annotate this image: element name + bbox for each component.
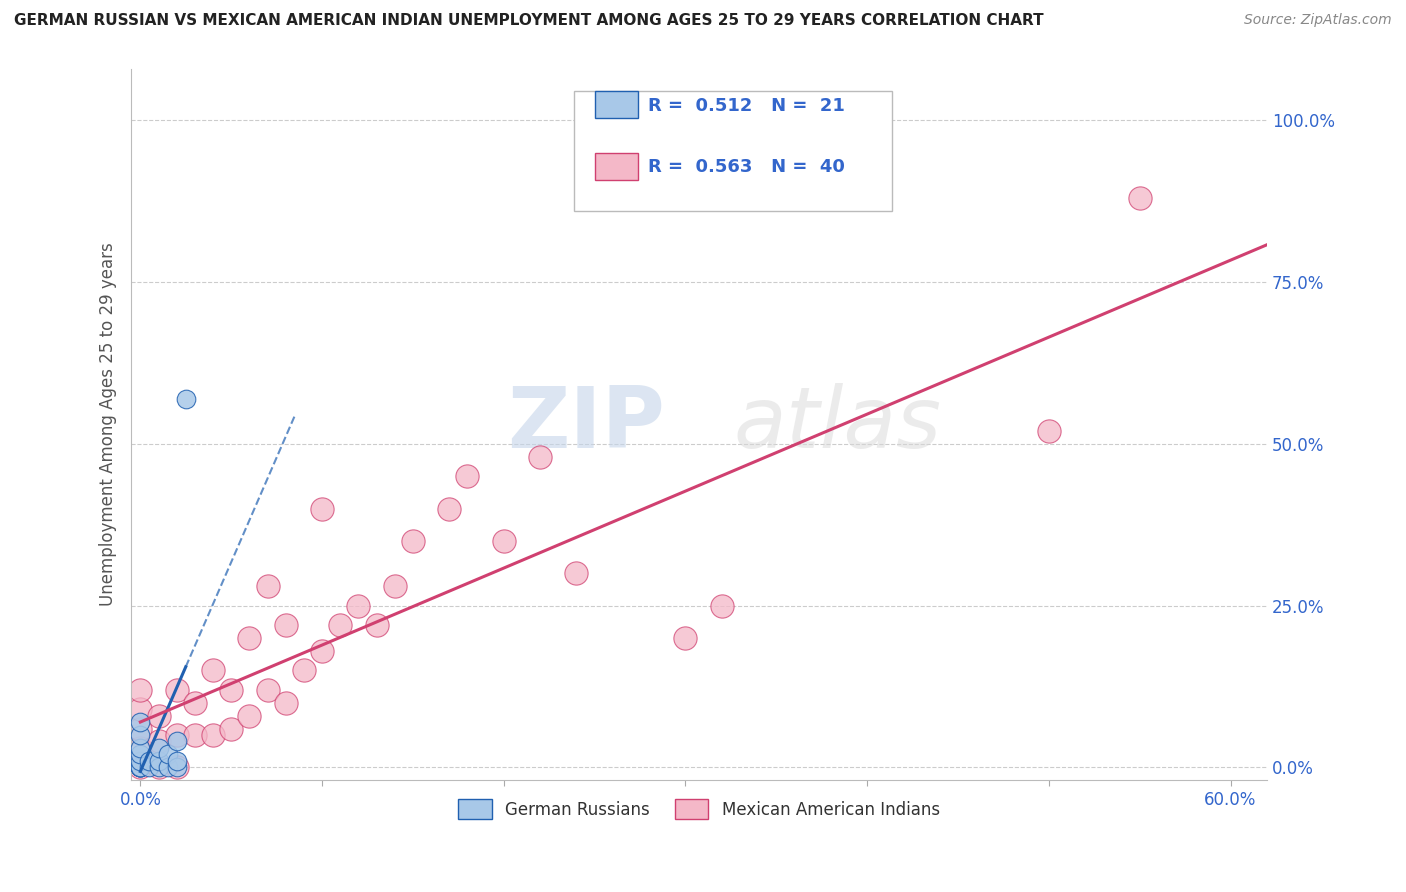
Point (274, 696, 297, 710)
Point (129, 754, 152, 768)
Point (402, 533, 425, 548)
Point (347, 599, 370, 613)
Point (129, 760, 152, 774)
Point (129, 760, 152, 774)
Point (148, 754, 170, 768)
Point (166, 754, 188, 768)
Point (292, 663, 315, 677)
Point (311, 644, 333, 658)
Point (710, 599, 733, 613)
Point (129, 682, 152, 697)
Point (166, 760, 188, 774)
Y-axis label: Unemployment Among Ages 25 to 29 years: Unemployment Among Ages 25 to 29 years (100, 243, 117, 607)
Point (166, 682, 188, 697)
Point (529, 450, 551, 464)
Text: R =  0.512   N =  21: R = 0.512 N = 21 (648, 96, 845, 114)
Point (256, 682, 278, 697)
Point (439, 501, 461, 516)
Point (129, 747, 152, 762)
Point (1129, 191, 1152, 205)
Point (384, 579, 406, 593)
Point (456, 469, 478, 483)
Point (129, 741, 152, 756)
Text: GERMAN RUSSIAN VS MEXICAN AMERICAN INDIAN UNEMPLOYMENT AMONG AGES 25 TO 29 YEARS: GERMAN RUSSIAN VS MEXICAN AMERICAN INDIA… (14, 13, 1043, 29)
FancyBboxPatch shape (595, 153, 638, 180)
Text: ZIP: ZIP (508, 383, 665, 466)
Point (138, 760, 160, 774)
Point (156, 760, 179, 774)
Point (129, 714, 152, 729)
Point (492, 533, 515, 548)
Point (329, 618, 352, 632)
FancyBboxPatch shape (574, 91, 893, 211)
Point (202, 663, 225, 677)
FancyBboxPatch shape (595, 91, 638, 119)
Point (219, 722, 242, 736)
Point (238, 631, 260, 645)
Point (166, 734, 188, 748)
Point (675, 631, 697, 645)
Point (129, 760, 152, 774)
Point (129, 728, 152, 742)
Point (256, 579, 278, 593)
Text: atlas: atlas (733, 383, 941, 466)
Text: R =  0.563   N =  40: R = 0.563 N = 40 (648, 159, 845, 177)
Point (565, 566, 588, 581)
Point (274, 618, 297, 632)
Point (129, 760, 152, 774)
Point (174, 392, 197, 406)
Point (184, 696, 207, 710)
Point (129, 702, 152, 716)
Point (148, 760, 170, 774)
Point (166, 728, 188, 742)
Point (148, 734, 170, 748)
Point (311, 501, 333, 516)
Point (129, 722, 152, 736)
Point (148, 760, 170, 774)
Point (366, 618, 388, 632)
Point (129, 741, 152, 756)
Point (156, 747, 179, 762)
Point (129, 760, 152, 774)
Point (202, 728, 225, 742)
Point (219, 682, 242, 697)
Point (184, 728, 207, 742)
Point (148, 708, 170, 723)
Point (148, 741, 170, 756)
Point (166, 760, 188, 774)
Point (1038, 424, 1060, 438)
Point (238, 708, 260, 723)
Legend: German Russians, Mexican American Indians: German Russians, Mexican American Indian… (451, 793, 946, 825)
Point (138, 754, 160, 768)
Text: Source: ZipAtlas.com: Source: ZipAtlas.com (1244, 13, 1392, 28)
Point (129, 760, 152, 774)
